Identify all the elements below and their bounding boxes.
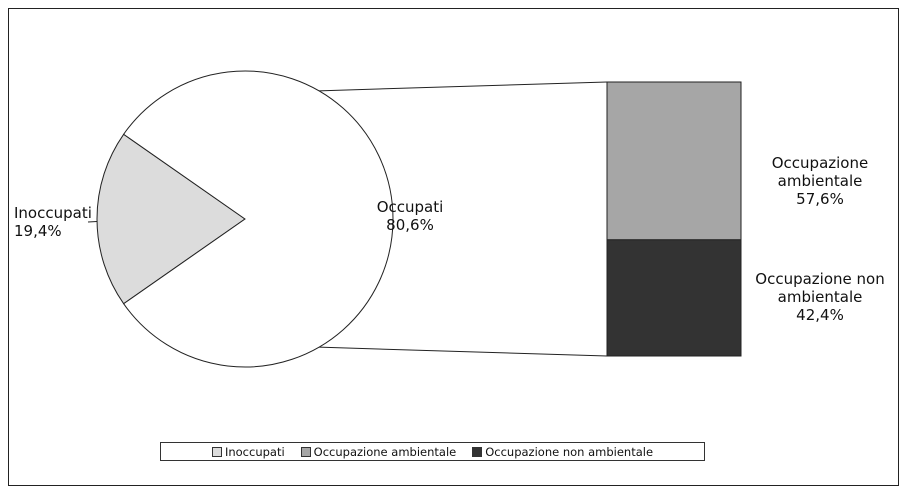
bar-segment	[606, 239, 742, 357]
legend-swatch	[300, 446, 311, 457]
legend-item: Occupazione ambientale	[300, 444, 457, 459]
legend-swatch	[472, 446, 483, 457]
connector	[318, 81, 608, 92]
pie-slice	[96, 133, 246, 305]
legend-swatch	[211, 446, 222, 457]
legend: Inoccupati Occupazione ambientale Occupazi…	[160, 442, 705, 461]
value-label: 42,4%	[796, 306, 844, 324]
legend-item: Occupazione non ambientale	[472, 445, 653, 459]
category-label: Occupazione ambientale	[771, 154, 869, 190]
category-label: Occupati	[376, 198, 444, 216]
legend-item: Inoccupati	[211, 444, 285, 459]
category-label: Inoccupati	[14, 204, 92, 222]
legend-label: Inoccupati	[224, 444, 285, 459]
value-label: 19,4%	[14, 222, 62, 240]
value-label: 57,6%	[796, 190, 844, 208]
legend-label: Occupazione non ambientale	[485, 444, 654, 459]
slice-label: Occupati 80,6%	[360, 198, 460, 234]
connector	[318, 346, 608, 357]
category-label: Occupazione non ambientale	[755, 270, 885, 306]
value-label: 80,6%	[386, 216, 434, 234]
legend-label: Occupazione ambientale	[313, 444, 457, 459]
slice-label: Inoccupati 19,4%	[14, 204, 92, 240]
bar-segment	[606, 81, 742, 241]
frame	[8, 8, 899, 486]
bar-label: Occupazione ambientale 57,6%	[750, 154, 890, 208]
pie-slice	[122, 70, 394, 368]
bar-label: Occupazione non ambientale 42,4%	[750, 270, 890, 324]
